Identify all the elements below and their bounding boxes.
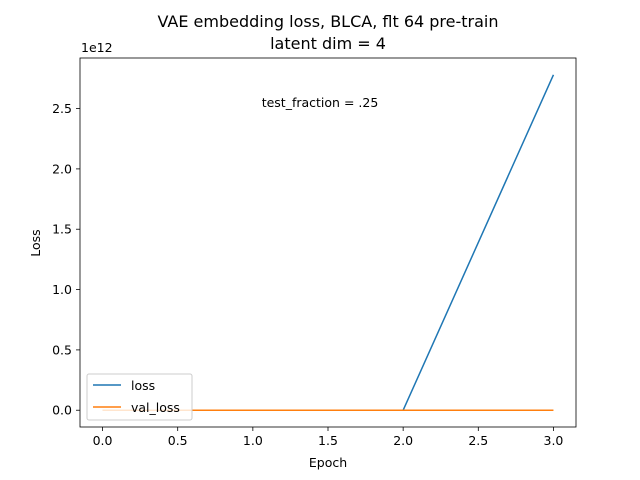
x-axis-label: Epoch: [309, 455, 347, 470]
y-tick-label: 1.5: [52, 222, 72, 237]
axes-frame: [79, 57, 577, 428]
x-tick-label: 2.0: [393, 433, 413, 448]
x-tick-label: 0.0: [93, 433, 113, 448]
chart-title: VAE embedding loss, BLCA, flt 64 pre-tra…: [157, 12, 498, 31]
x-tick-label: 1.0: [243, 433, 263, 448]
x-tick-label: 3.0: [544, 433, 564, 448]
y-tick-label: 2.0: [52, 161, 72, 176]
y-axis-ticks: 0.0 0.5 1.0 1.5 2.0 2.5: [52, 101, 80, 418]
y-tick-label: 1.0: [52, 282, 72, 297]
x-axis-ticks: 0.0 0.5 1.0 1.5 2.0 2.5 3.0: [93, 427, 564, 448]
legend: loss val_loss: [86, 373, 193, 421]
y-tick-label: 0.5: [52, 342, 72, 357]
y-offset-label: 1e12: [81, 40, 113, 55]
y-tick-label: 2.5: [52, 101, 72, 116]
y-tick-label: 0.0: [52, 403, 72, 418]
x-tick-label: 2.5: [468, 433, 488, 448]
x-tick-label: 0.5: [168, 433, 188, 448]
x-tick-label: 1.5: [318, 433, 338, 448]
legend-label-val-loss: val_loss: [131, 400, 180, 415]
chart-subtitle: latent dim = 4: [270, 34, 386, 53]
chart-annotation: test_fraction = .25: [262, 95, 379, 110]
y-axis-label: Loss: [28, 229, 43, 256]
legend-label-loss: loss: [131, 378, 155, 393]
